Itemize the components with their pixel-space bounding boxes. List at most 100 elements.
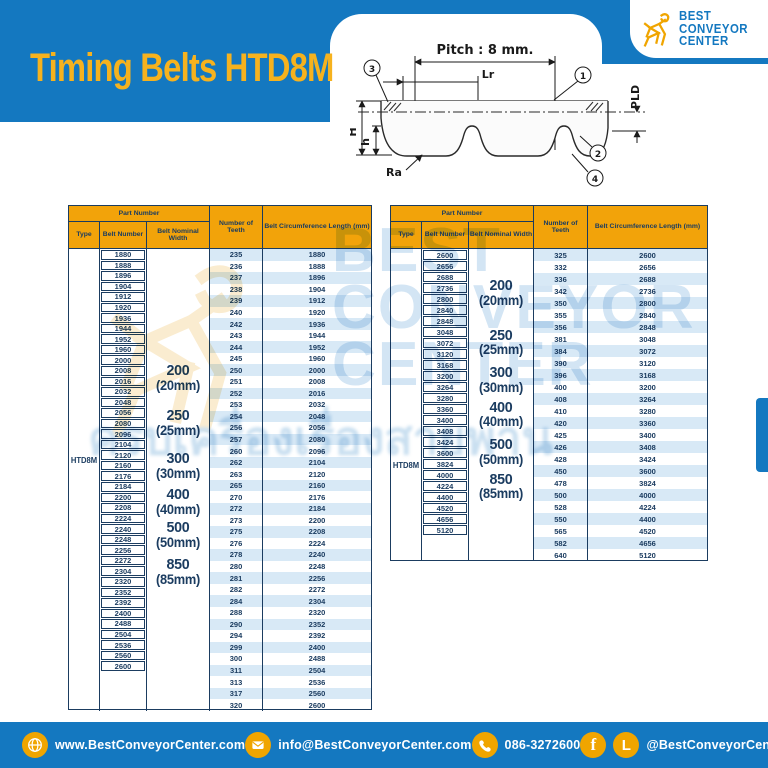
circumference-cell: 2200 xyxy=(308,515,326,525)
nominal-width-group: 300 (30mm) xyxy=(479,363,523,395)
header-belt-nominal-width: Belt Nominal Width xyxy=(146,222,209,248)
footer-website[interactable]: www.BestConveyorCenter.com xyxy=(22,732,245,758)
belt-number-cell: 4400 xyxy=(423,492,467,502)
table-body: HTD8M 1880 1888 1896 1904 1912 1920 1936 1944 19… xyxy=(69,249,371,711)
circumference-cell: 2000 xyxy=(263,364,371,377)
nominal-width-group: 250 (25mm) xyxy=(479,326,523,358)
circumference-cell: 1952 xyxy=(263,341,371,353)
belt-number-cell: 4224 xyxy=(423,481,467,491)
teeth-cell: 425 xyxy=(554,430,567,440)
ra-label: Ra xyxy=(386,166,402,179)
header-belt-nominal-width: Belt Nominal Width xyxy=(468,222,533,248)
callout-1: 1 xyxy=(580,72,586,82)
teeth-column: 235 236 237 238 239 240 242 243 244 245 250 251 252 2… xyxy=(209,249,262,711)
teeth-cell: 272 xyxy=(210,503,262,515)
teeth-cell: 311 xyxy=(210,664,262,677)
circumference-cell: 2304 xyxy=(263,595,371,607)
belt-number-cell: 2536 xyxy=(101,640,145,650)
side-tab xyxy=(756,398,768,472)
header-belt-number: Belt Number xyxy=(99,222,146,248)
teeth-cell: 288 xyxy=(229,608,243,618)
facebook-icon: f xyxy=(580,732,607,758)
belt-number-cell: 1952 xyxy=(101,334,145,344)
header-number-of-teeth: Number of Teeth xyxy=(533,206,587,248)
belt-number-cell: 2200 xyxy=(101,492,145,503)
belt-number-cell: 1944 xyxy=(101,323,145,334)
teeth-cell: 254 xyxy=(210,410,262,423)
header-part-number: Part Number xyxy=(69,206,209,222)
circumference-cell: 4520 xyxy=(639,526,656,536)
teeth-cell: 253 xyxy=(229,400,243,410)
circumference-cell: 2120 xyxy=(308,469,326,479)
belt-number-column: 2600 2656 2688 2736 2800 2840 2848 3048 3072 3120… xyxy=(421,249,468,561)
circumference-cell: 2560 xyxy=(263,687,371,700)
teeth-cell: 257 xyxy=(210,433,262,446)
circumference-cell: 3400 xyxy=(639,430,656,440)
title-block xyxy=(0,0,392,122)
nominal-width-group: 400 (40mm) xyxy=(479,398,523,430)
brand-line-2: CONVEYOR xyxy=(679,20,748,36)
belt-number-cell: 2160 xyxy=(101,460,145,471)
brand-line-1: BEST xyxy=(679,8,712,24)
circumference-cell: 2240 xyxy=(263,549,371,561)
belt-number-cell: 2104 xyxy=(101,439,145,450)
nominal-width-group: 850 (85mm) xyxy=(479,470,523,502)
nominal-width-group: 400 (40mm) xyxy=(156,485,200,517)
circumference-cell: 4400 xyxy=(588,513,707,525)
belt-number-cell: 2096 xyxy=(101,429,145,439)
teeth-cell: 528 xyxy=(554,502,567,512)
circumference-column: 1880 1888 1896 1904 1912 1920 1936 1944 1952 1960… xyxy=(262,249,371,711)
teeth-cell: 300 xyxy=(229,654,243,664)
belt-number-cell: 2656 xyxy=(423,261,467,271)
brand-logo: BEST CONVEYOR CENTER xyxy=(630,0,768,58)
footer-social-text: @BestConveyorCenter xyxy=(646,738,768,752)
circumference-cell: 2320 xyxy=(308,608,326,618)
belt-number-cell: 3120 xyxy=(423,349,467,359)
phone-icon xyxy=(471,732,498,758)
circumference-cell: 1936 xyxy=(263,318,371,330)
circumference-cell: 3360 xyxy=(588,417,707,429)
belt-number-column: 1880 1888 1896 1904 1912 1920 1936 1944 1952 1960… xyxy=(99,249,146,711)
belt-number-cell: 2840 xyxy=(423,305,467,315)
circumference-cell: 2536 xyxy=(308,677,326,687)
circumference-cell: 2600 xyxy=(308,700,326,710)
circumference-cell: 2656 xyxy=(639,262,656,272)
teeth-cell: 400 xyxy=(554,382,567,392)
teeth-cell: 275 xyxy=(210,526,262,538)
nominal-width-group: 850 (85mm) xyxy=(156,556,200,588)
brand-line-3: CENTER xyxy=(679,33,729,49)
circumference-cell: 5120 xyxy=(639,550,656,560)
teeth-cell: 582 xyxy=(534,537,587,549)
circumference-cell: 1888 xyxy=(308,261,326,271)
footer-phone[interactable]: 086-3272600 xyxy=(471,732,581,758)
teeth-cell: 313 xyxy=(229,677,243,687)
belt-number-cell: 4656 xyxy=(423,514,467,524)
circumference-cell: 3264 xyxy=(588,393,707,405)
header-belt-circumference: Belt Circumference Length (mm) xyxy=(587,206,707,248)
pitch-label: Pitch : 8 mm. xyxy=(436,43,533,58)
belt-number-cell: 3424 xyxy=(423,437,467,447)
footer-email[interactable]: info@BestConveyorCenter.com xyxy=(245,732,471,758)
teeth-cell: 350 xyxy=(534,297,587,309)
teeth-cell: 478 xyxy=(554,478,567,488)
teeth-cell: 245 xyxy=(229,354,243,364)
teeth-cell: 284 xyxy=(210,595,262,607)
footer-social[interactable]: f L @BestConveyorCenter xyxy=(580,732,768,758)
teeth-cell: 426 xyxy=(534,441,587,453)
type-column: HTD8M xyxy=(391,249,421,561)
belt-number-cell: 2080 xyxy=(101,418,145,429)
belt-number-cell: 2352 xyxy=(101,587,145,598)
teeth-cell: 250 xyxy=(210,364,262,377)
teeth-cell: 396 xyxy=(534,369,587,381)
header-belt-number: Belt Number xyxy=(421,222,468,248)
circumference-cell: 2352 xyxy=(263,618,371,631)
teeth-cell: 332 xyxy=(554,262,567,272)
circumference-cell: 3600 xyxy=(588,465,707,477)
brand-goat-icon xyxy=(643,13,670,47)
tooth-height-label: h xyxy=(359,138,372,146)
belt-number-cell: 3200 xyxy=(423,371,467,381)
circumference-cell: 3408 xyxy=(588,441,707,453)
teeth-cell: 408 xyxy=(534,393,587,405)
teeth-cell: 242 xyxy=(210,318,262,330)
